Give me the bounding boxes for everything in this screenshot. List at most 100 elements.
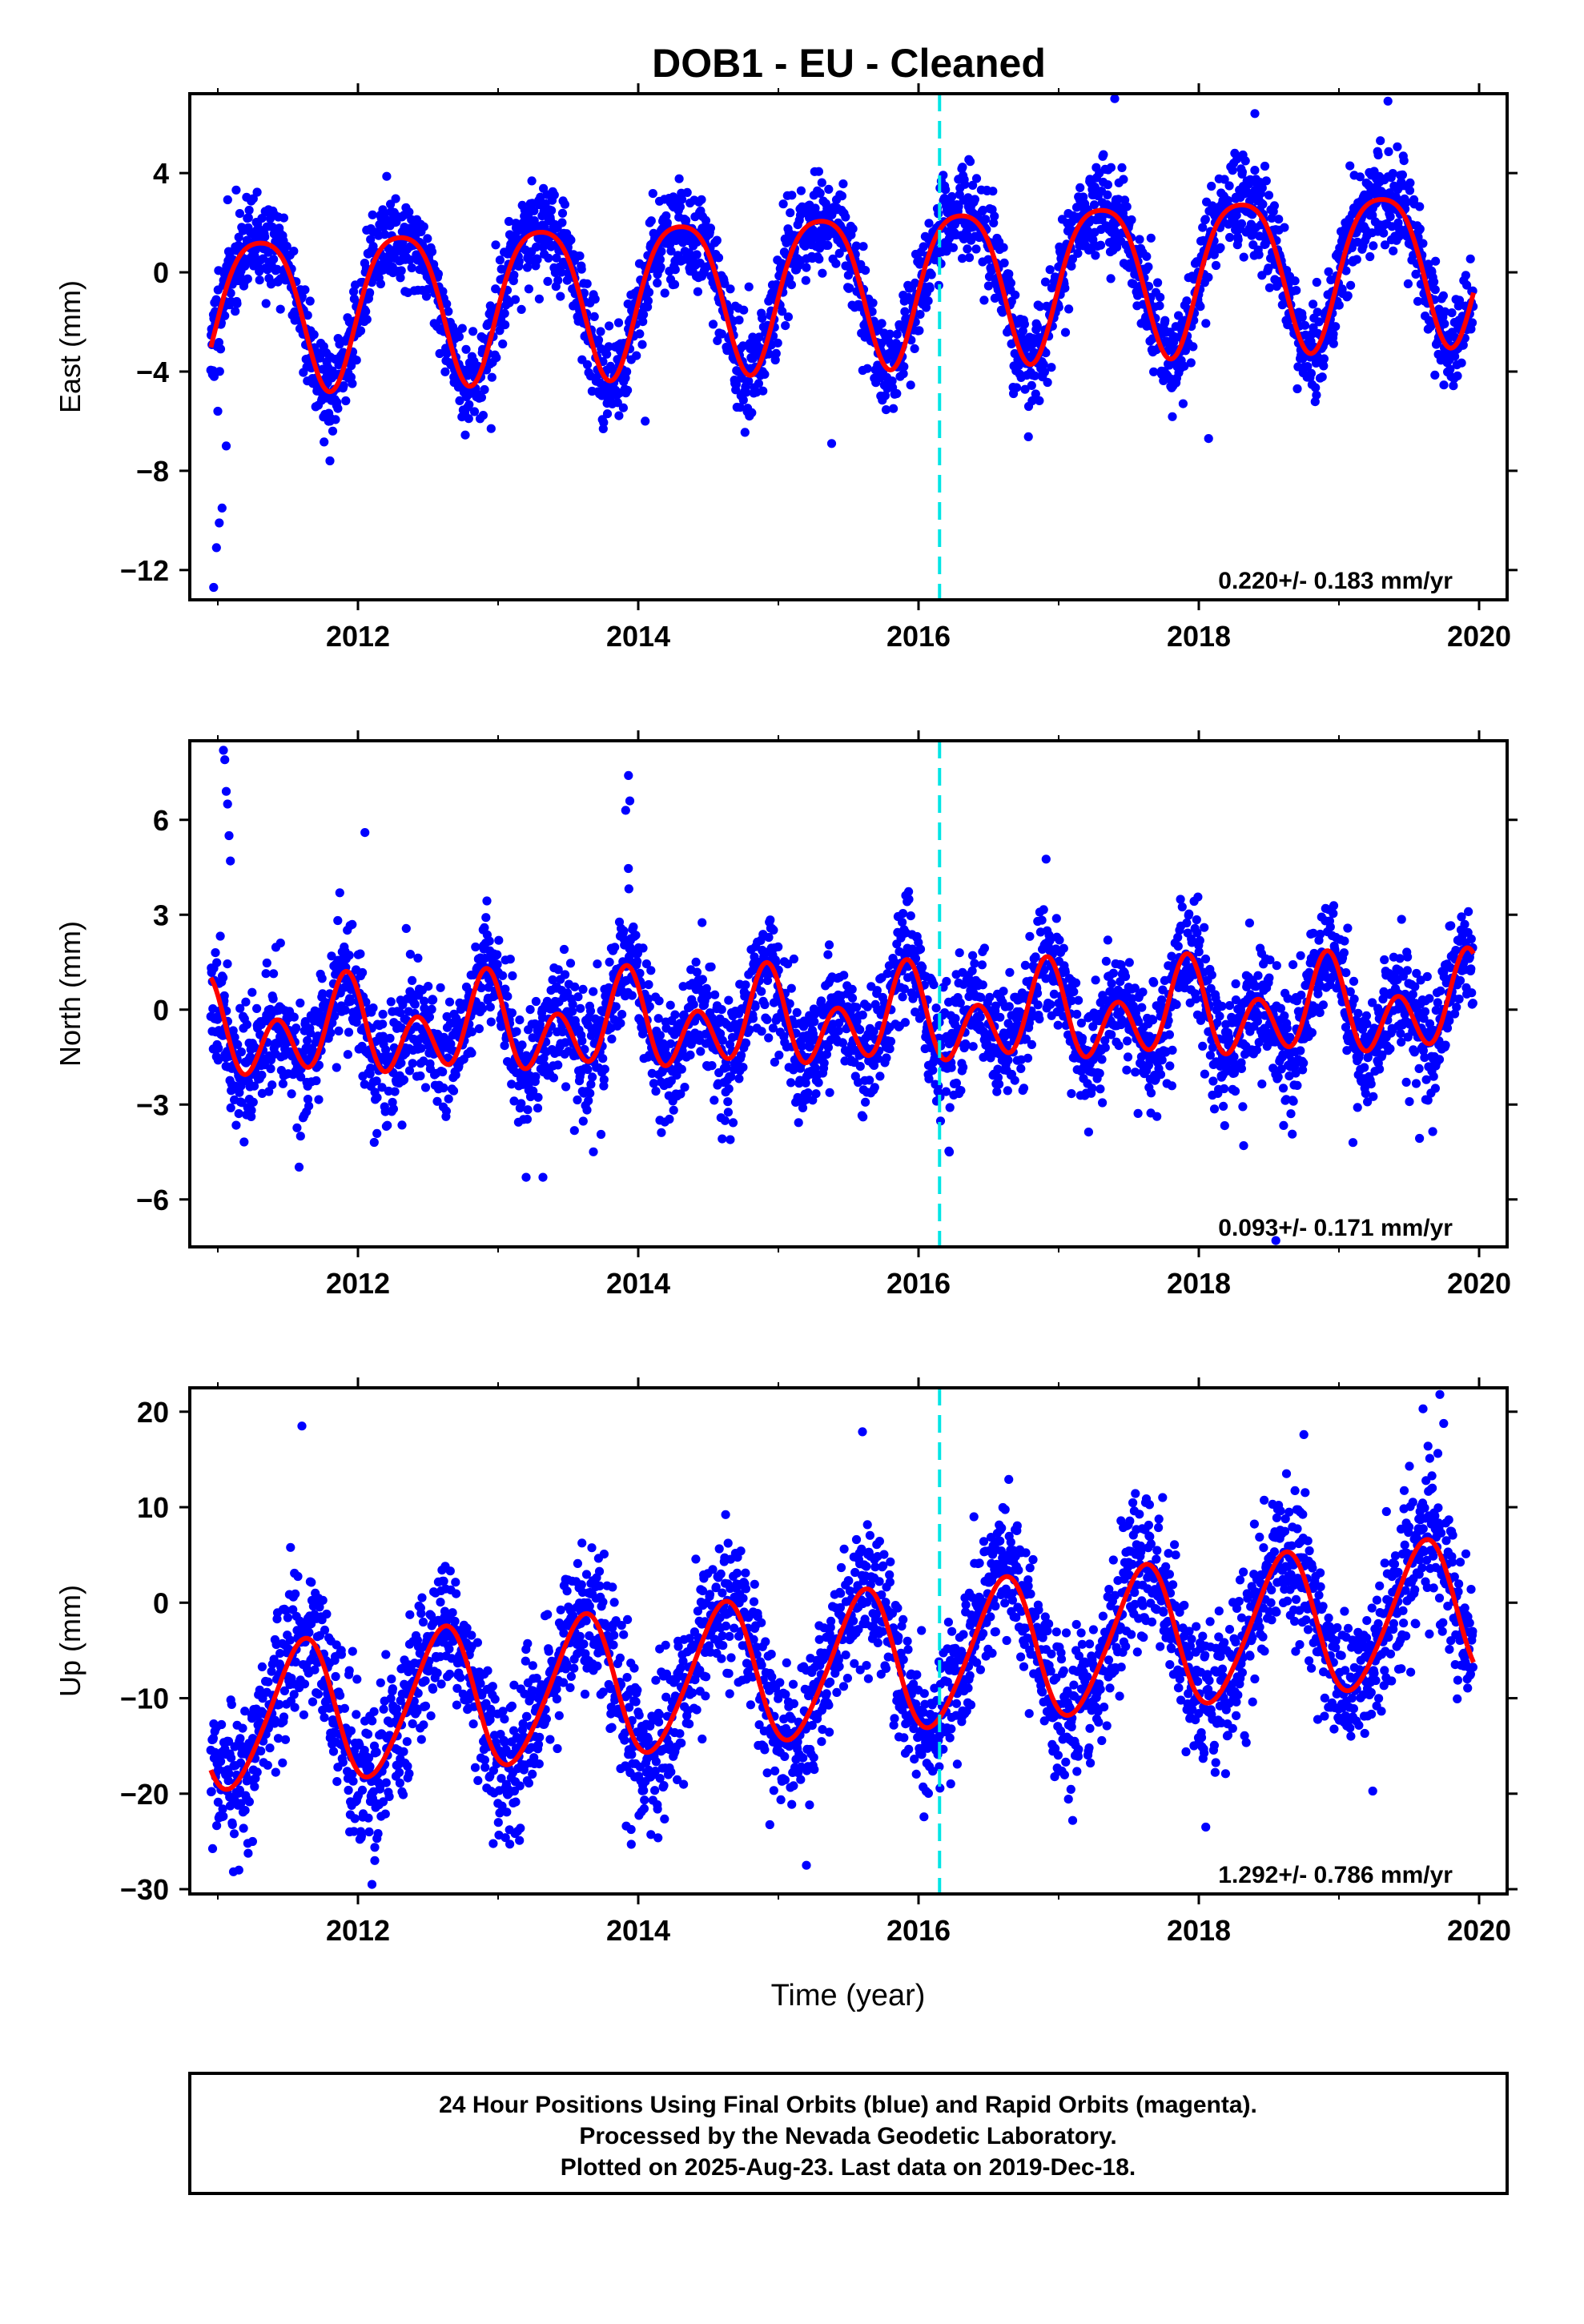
data-point: [372, 1093, 382, 1103]
data-point: [279, 213, 288, 223]
data-point: [533, 1104, 543, 1113]
data-point: [577, 1036, 587, 1046]
data-point: [941, 1087, 951, 1096]
data-point: [898, 918, 907, 927]
data-point: [839, 971, 849, 980]
data-point: [346, 996, 356, 1006]
data-point: [691, 957, 701, 967]
data-point: [927, 270, 936, 279]
data-point: [882, 969, 892, 979]
y-axis-label: East (mm): [54, 280, 86, 413]
data-point: [914, 938, 923, 947]
data-point: [547, 206, 557, 215]
data-point: [416, 1043, 426, 1053]
data-point: [464, 400, 474, 409]
data-point: [993, 1072, 1003, 1083]
data-point: [356, 949, 365, 959]
data-point: [438, 1067, 448, 1077]
data-point: [575, 251, 585, 261]
data-point: [726, 1072, 736, 1082]
data-point: [233, 1039, 243, 1049]
data-point: [454, 332, 464, 342]
data-point: [722, 1063, 731, 1072]
data-point: [995, 1080, 1004, 1089]
data-point: [898, 992, 907, 1002]
data-point: [241, 997, 251, 1007]
data-point: [851, 241, 861, 251]
x-tick-label: 2016: [886, 620, 951, 653]
data-point: [561, 970, 570, 979]
data-point: [968, 1042, 978, 1051]
data-point: [469, 407, 480, 416]
data-point: [970, 959, 979, 968]
data-point: [340, 1005, 350, 1015]
data-point: [801, 1078, 810, 1088]
data-point: [970, 195, 979, 204]
data-point: [1168, 412, 1177, 421]
data-point: [525, 1005, 535, 1015]
data-point: [1461, 271, 1470, 280]
outlier-point: [215, 518, 224, 528]
data-point: [369, 1137, 379, 1148]
data-point: [1006, 278, 1015, 287]
data-point: [666, 1076, 676, 1086]
data-point: [676, 1089, 685, 1099]
data-point: [614, 411, 624, 420]
data-point: [975, 1012, 985, 1022]
data-point: [613, 398, 622, 408]
data-point: [474, 1024, 484, 1034]
data-point: [423, 234, 432, 243]
data-point: [487, 372, 497, 382]
data-point: [391, 194, 400, 203]
data-point: [215, 367, 224, 376]
data-point: [269, 969, 279, 979]
data-point: [376, 279, 385, 289]
data-point: [713, 336, 722, 345]
data-point: [823, 240, 833, 250]
data-point: [1122, 202, 1132, 211]
data-point: [1345, 161, 1355, 171]
data-point: [757, 1027, 766, 1036]
data-point: [677, 195, 687, 204]
data-point: [421, 292, 432, 301]
data-point: [517, 1040, 527, 1050]
data-point: [1373, 150, 1383, 160]
data-point: [805, 1039, 815, 1048]
data-point: [1033, 1000, 1043, 1010]
data-point: [248, 1097, 258, 1107]
data-point: [553, 275, 563, 285]
data-point: [758, 313, 767, 323]
data-point: [910, 344, 919, 353]
data-point: [881, 405, 891, 415]
data-point: [899, 984, 909, 994]
data-point: [638, 943, 648, 953]
data-point: [231, 1120, 241, 1130]
data-point: [1393, 142, 1402, 151]
data-point: [500, 1041, 509, 1051]
data-point: [419, 222, 428, 231]
data-point: [786, 280, 797, 290]
data-point: [1438, 291, 1448, 300]
y-tick-label: −8: [136, 455, 169, 488]
data-point: [1399, 156, 1409, 166]
data-point: [672, 1071, 681, 1080]
data-point: [605, 957, 614, 967]
data-point: [593, 959, 602, 969]
data-point: [399, 1075, 409, 1084]
data-point: [1031, 952, 1040, 962]
data-point: [697, 195, 706, 204]
data-point: [1035, 1014, 1044, 1023]
outlier-point: [826, 439, 837, 448]
data-point: [1346, 280, 1356, 290]
data-point: [1027, 396, 1037, 406]
data-point: [1146, 233, 1156, 243]
data-point: [234, 1109, 243, 1119]
data-point: [1309, 300, 1318, 309]
data-point: [1379, 228, 1389, 238]
data-point: [623, 385, 633, 395]
data-point: [1240, 156, 1250, 166]
data-point: [585, 1006, 596, 1015]
data-point: [1127, 215, 1136, 225]
data-point: [296, 1072, 306, 1082]
